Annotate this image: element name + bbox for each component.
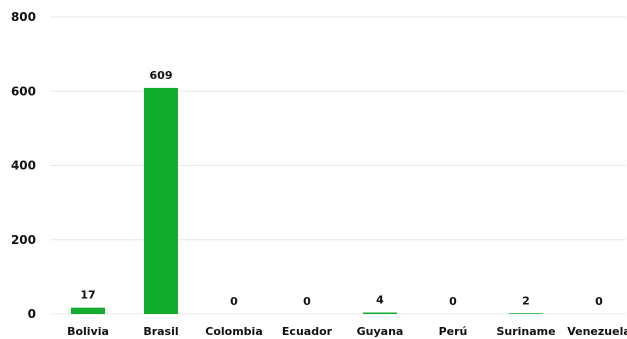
bar-bolivia bbox=[71, 307, 105, 314]
data-labels: 17 609 0 0 4 0 2 0 bbox=[80, 69, 603, 308]
y-axis-ticks: 0 200 400 600 800 bbox=[11, 10, 36, 321]
y-tick-label: 600 bbox=[11, 84, 36, 98]
data-label: 4 bbox=[376, 294, 384, 307]
x-tick-label: Venezuela bbox=[567, 325, 627, 338]
bar-guyana bbox=[363, 312, 397, 314]
y-tick-label: 200 bbox=[11, 233, 36, 247]
x-axis-categories: Bolivia Brasil Colombia Ecuador Guyana Perú Su… bbox=[67, 325, 627, 338]
y-tick-label: 0 bbox=[28, 307, 36, 321]
x-tick-label: Colombia bbox=[205, 325, 263, 338]
bar-suriname bbox=[509, 313, 543, 314]
x-tick-label: Ecuador bbox=[282, 325, 333, 338]
bar-brasil bbox=[144, 87, 178, 314]
y-tick-label: 400 bbox=[11, 159, 36, 173]
x-tick-label: Suriname bbox=[496, 325, 555, 338]
data-label: 17 bbox=[80, 289, 95, 302]
data-label: 0 bbox=[595, 295, 603, 308]
data-label: 609 bbox=[150, 69, 173, 82]
gridlines bbox=[50, 16, 626, 315]
data-label: 2 bbox=[522, 294, 530, 307]
data-label: 0 bbox=[230, 295, 238, 308]
bars bbox=[71, 87, 543, 314]
x-tick-label: Bolivia bbox=[67, 325, 109, 338]
data-label: 0 bbox=[449, 295, 457, 308]
x-tick-label: Brasil bbox=[143, 325, 178, 338]
x-tick-label: Guyana bbox=[357, 325, 404, 338]
data-label: 0 bbox=[303, 295, 311, 308]
x-tick-label: Perú bbox=[439, 325, 468, 338]
y-tick-label: 800 bbox=[11, 10, 36, 24]
